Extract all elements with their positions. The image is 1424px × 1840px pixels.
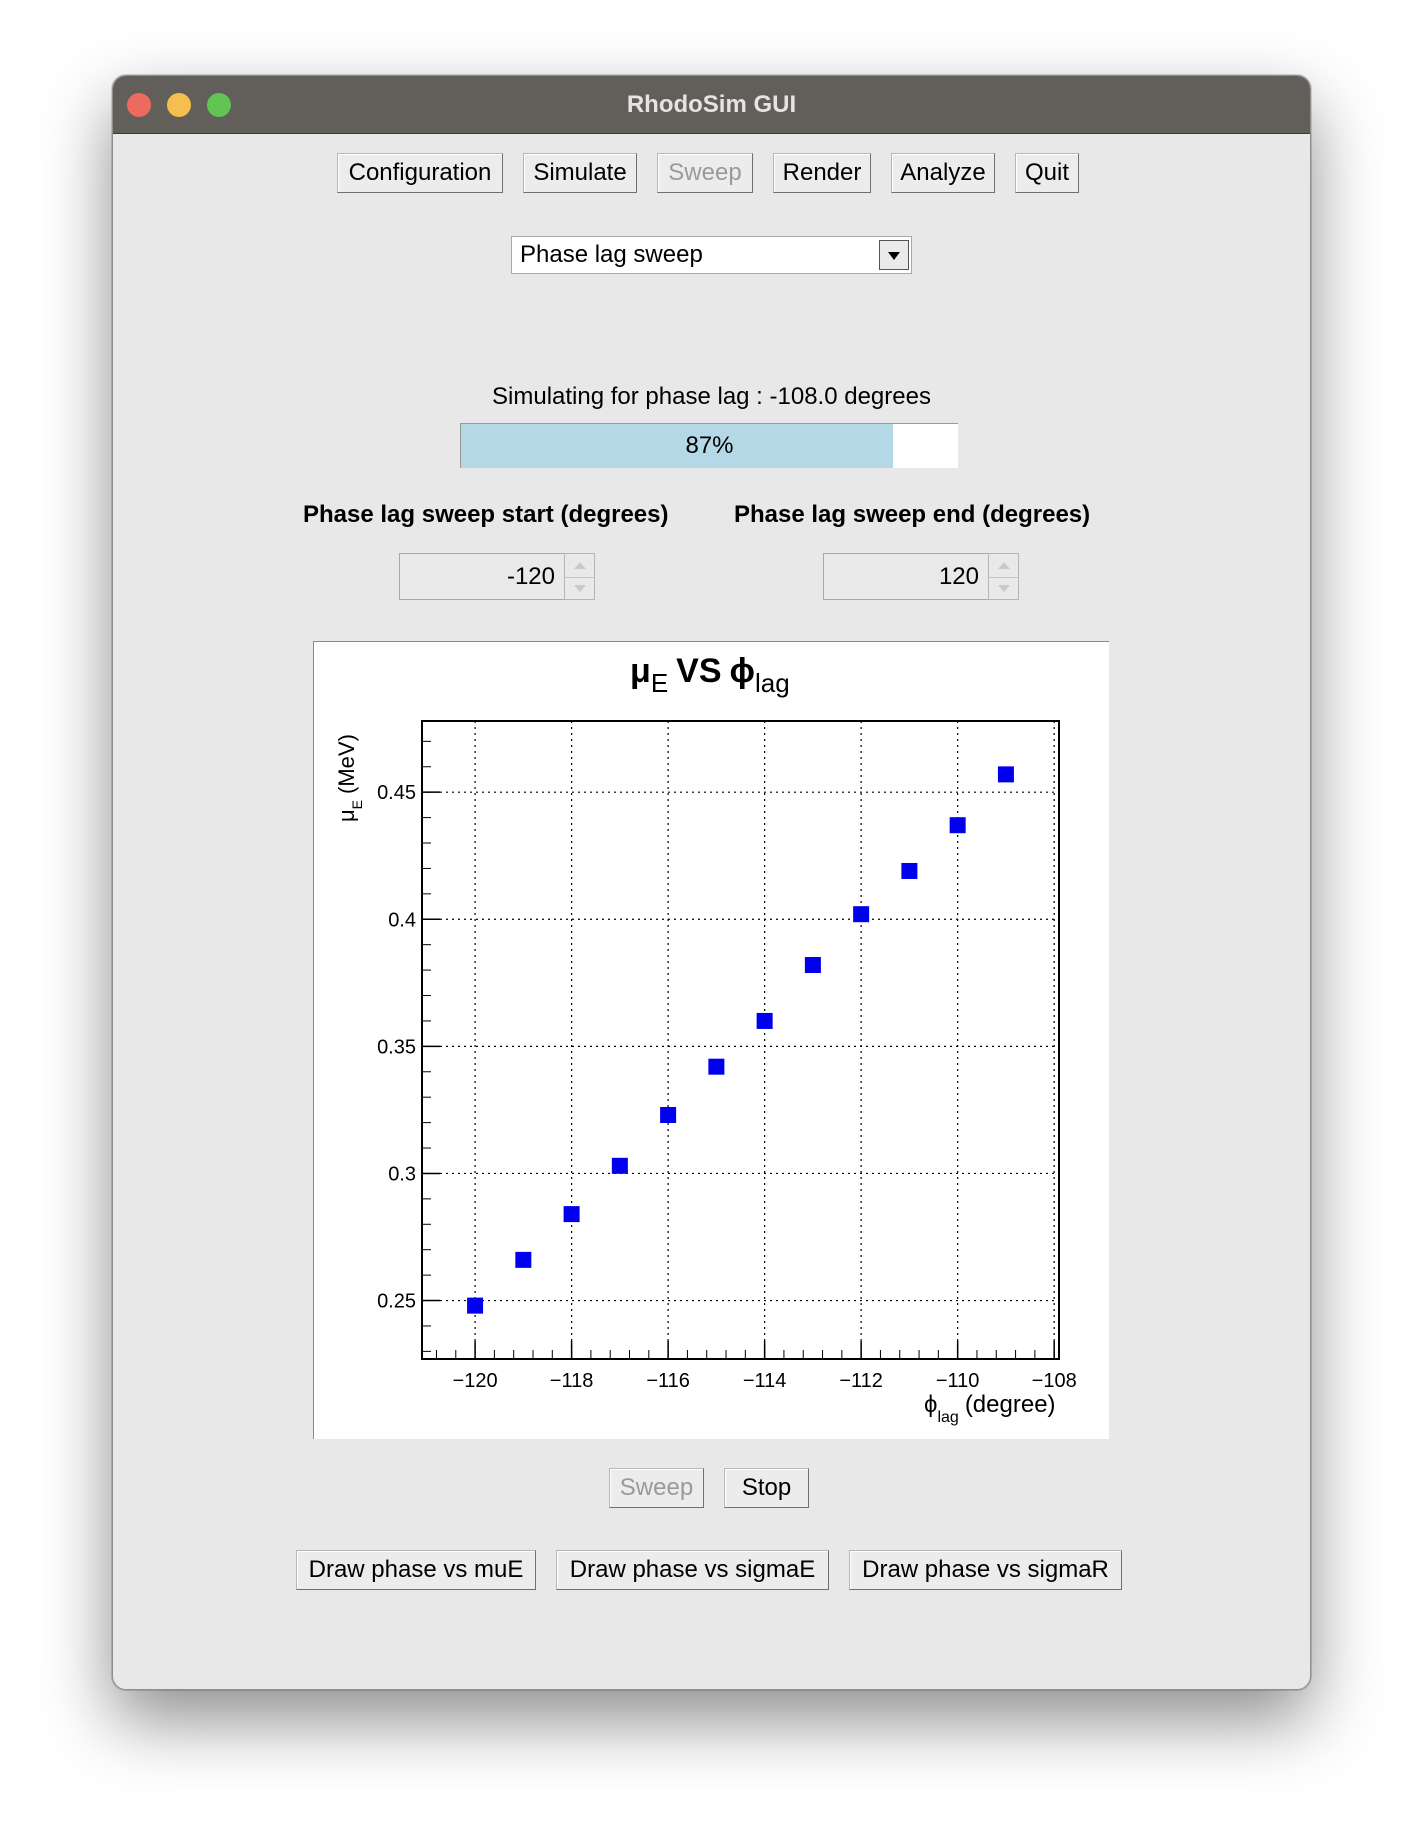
stepper-down-icon[interactable] [565,577,594,600]
data-point [660,1106,677,1123]
title-mu-sub: E [651,668,668,698]
quit-button[interactable]: Quit [1015,153,1079,193]
render-button[interactable]: Render [773,153,871,193]
sweep-end-label: Phase lag sweep end (degrees) [734,501,1091,528]
maximize-window-button[interactable] [207,93,231,117]
x-tick-label: −114 [743,1370,787,1392]
data-point [997,766,1014,783]
x-axis-label: ϕlag (degree) [924,1391,1056,1426]
analyze-button[interactable]: Analyze [891,153,995,193]
close-window-button[interactable] [127,93,151,117]
sweep-mode-value: Phase lag sweep [520,241,703,268]
data-point [563,1206,580,1223]
y-tick-label: 0.35 [377,1036,416,1058]
y-axis-label: μE (MeV) [334,734,365,822]
sweep-end-input[interactable]: 120 [823,553,990,600]
app-window: RhodoSim GUI Configuration Simulate Swee… [112,75,1311,1690]
data-point [708,1058,725,1075]
title-mu: μ [630,652,651,690]
scatter-chart: μE VS ϕlag −120 −118 −116 −114 −112 −110 −1080.2… [334,652,1077,1426]
y-label-sub: E [349,800,365,809]
draw-phase-vs-sigmar-button[interactable]: Draw phase vs sigmaR [849,1550,1122,1590]
configuration-button[interactable]: Configuration [337,153,503,193]
chart-title: μE VS ϕlag [630,652,790,698]
sweep-mode-select[interactable]: Phase lag sweep [511,236,912,274]
draw-phase-vs-sigmae-button[interactable]: Draw phase vs sigmaE [556,1550,829,1590]
x-tick-label: −120 [453,1370,498,1392]
data-point [804,957,821,974]
draw-phase-vs-mue-button[interactable]: Draw phase vs muE [296,1550,536,1590]
x-tick-label: −118 [550,1370,594,1392]
x-tick-label: −108 [1032,1370,1077,1392]
sweep-start-value: -120 [506,563,555,590]
data-point [467,1297,484,1314]
sweep-tab-button[interactable]: Sweep [657,153,753,193]
x-tick-label: −112 [839,1370,883,1392]
sweep-run-button[interactable]: Sweep [609,1468,704,1508]
progress-label: 87% [685,432,734,459]
x-tick-label: −116 [646,1370,690,1392]
minimize-window-button[interactable] [167,93,191,117]
data-point [853,906,870,923]
stop-button[interactable]: Stop [724,1468,809,1508]
plot-frame [421,720,1060,1360]
simulate-button[interactable]: Simulate [523,153,637,193]
x-label-symbol: ϕ [924,1391,937,1418]
y-label-unit: (MeV) [334,734,359,794]
sweep-start-input[interactable]: -120 [399,553,566,600]
y-tick-label: 0.45 [377,782,416,804]
y-tick-label: 0.4 [388,909,416,931]
data-point [611,1157,628,1174]
y-tick-label: 0.25 [377,1291,416,1313]
data-point [901,862,918,879]
x-label-sub: lag [937,1409,958,1426]
sweep-start-label: Phase lag sweep start (degrees) [303,501,669,528]
plot-canvas[interactable]: μE VS ϕlag −120 −118 −116 −114 −112 −110 −108 0.2… [313,641,1109,1439]
stepper-down-icon[interactable] [989,577,1018,600]
chevron-down-icon[interactable] [879,240,909,270]
title-bar[interactable]: RhodoSim GUI [113,76,1310,134]
progress-fill [461,424,894,468]
y-label-symbol: μ [334,809,359,822]
simulation-status-text: Simulating for phase lag : -108.0 degree… [492,383,931,410]
data-point [756,1012,773,1029]
simulation-progress-bar: 87% [460,423,958,468]
x-label-unit: (degree) [965,1391,1056,1418]
stepper-up-icon[interactable] [989,554,1018,578]
title-phi-sub: lag [755,668,790,698]
window-title: RhodoSim GUI [626,91,797,118]
sweep-end-value: 120 [938,563,979,590]
stepper-up-icon[interactable] [565,554,594,578]
title-phi: ϕ [730,652,755,690]
data-point [515,1251,532,1268]
title-vs: VS [676,652,721,690]
y-tick-label: 0.3 [388,1163,416,1185]
x-tick-label: −110 [936,1370,980,1392]
data-point [949,817,966,834]
sweep-start-stepper[interactable] [564,553,595,600]
sweep-end-stepper[interactable] [988,553,1019,600]
